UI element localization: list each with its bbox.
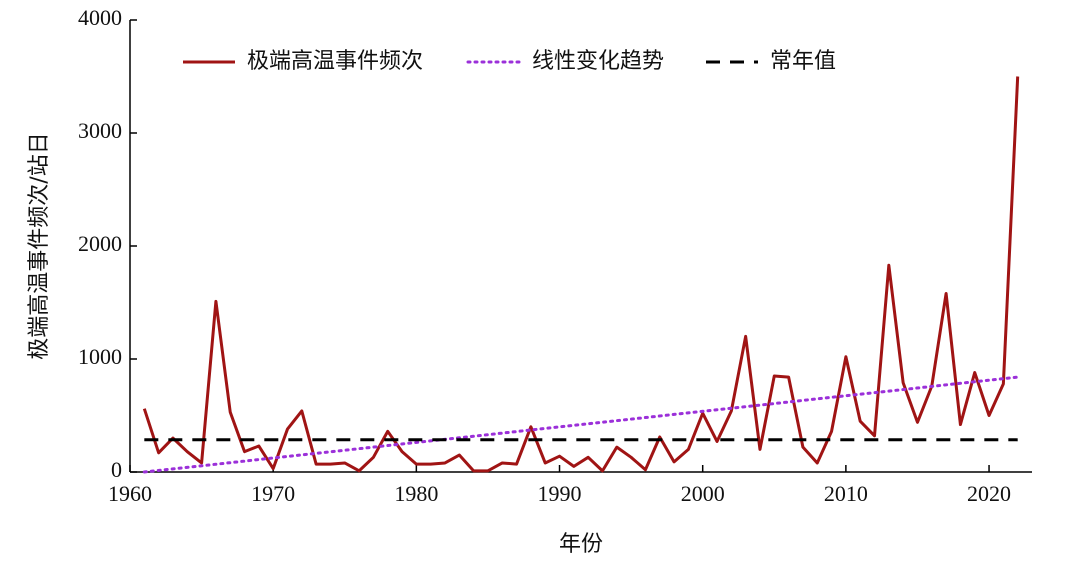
series-line (142, 76, 1020, 473)
legend-label: 极端高温事件频次 (247, 49, 423, 74)
y-tick-label: 3000 (78, 118, 122, 143)
x-tick-label: 1960 (108, 481, 152, 506)
y-tick-label: 0 (111, 457, 122, 482)
legend-label: 常年值 (770, 49, 836, 74)
x-axis-label: 年份 (559, 532, 603, 557)
y-tick-label: 1000 (78, 344, 122, 369)
x-tick-label: 1980 (394, 481, 438, 506)
legend-label: 线性变化趋势 (532, 49, 664, 74)
x-tick-label: 2010 (824, 481, 868, 506)
x-tick-label: 1970 (251, 481, 295, 506)
series-line (142, 375, 1020, 474)
x-tick-label: 1990 (538, 481, 582, 506)
y-axis-label: 极端高温事件频次/站日 (27, 132, 52, 359)
x-tick-label: 2000 (681, 481, 725, 506)
y-tick-label: 4000 (78, 5, 122, 30)
y-tick-label: 2000 (78, 231, 122, 256)
x-tick-label: 2020 (967, 481, 1011, 506)
